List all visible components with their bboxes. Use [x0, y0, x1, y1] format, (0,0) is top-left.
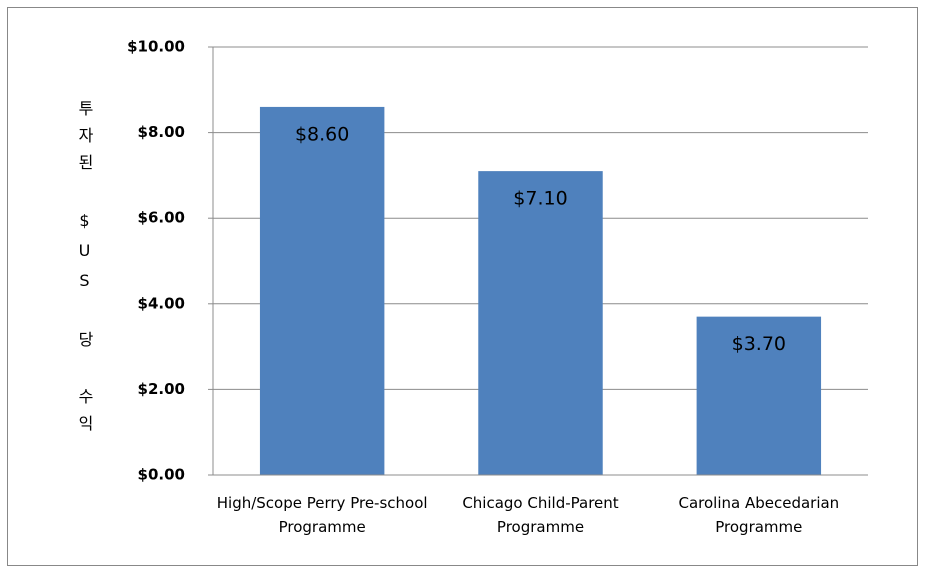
y-tick-label: $8.00	[138, 123, 185, 141]
x-tick-box: Carolina Abecedarian Programme	[678, 494, 840, 536]
x-tick-label: Chicago Child-Parent Programme	[462, 494, 619, 536]
y-tick-label: $6.00	[138, 209, 185, 227]
y-tick-label: $4.00	[138, 294, 185, 312]
bar	[259, 106, 385, 476]
y-tick-label: $0.00	[138, 466, 185, 484]
y-axis-label: 투자된 $US 당 수익	[75, 100, 94, 440]
y-tick-label: $10.00	[127, 38, 185, 56]
x-tick-label: High/Scope Perry Pre-school Programme	[216, 494, 428, 536]
x-tick-box: High/Scope Perry Pre-school Programme	[216, 494, 428, 536]
data-label: $3.70	[732, 333, 786, 355]
data-label: $7.10	[513, 188, 567, 210]
data-label: $8.60	[295, 123, 349, 145]
y-label-box: 투자된 $US 당 수익	[75, 100, 94, 440]
bar	[478, 171, 603, 475]
x-tick-label: Carolina Abecedarian Programme	[678, 494, 840, 536]
x-tick-box: Chicago Child-Parent Programme	[462, 494, 619, 536]
bar	[696, 316, 822, 475]
y-tick-label: $2.00	[138, 380, 185, 398]
